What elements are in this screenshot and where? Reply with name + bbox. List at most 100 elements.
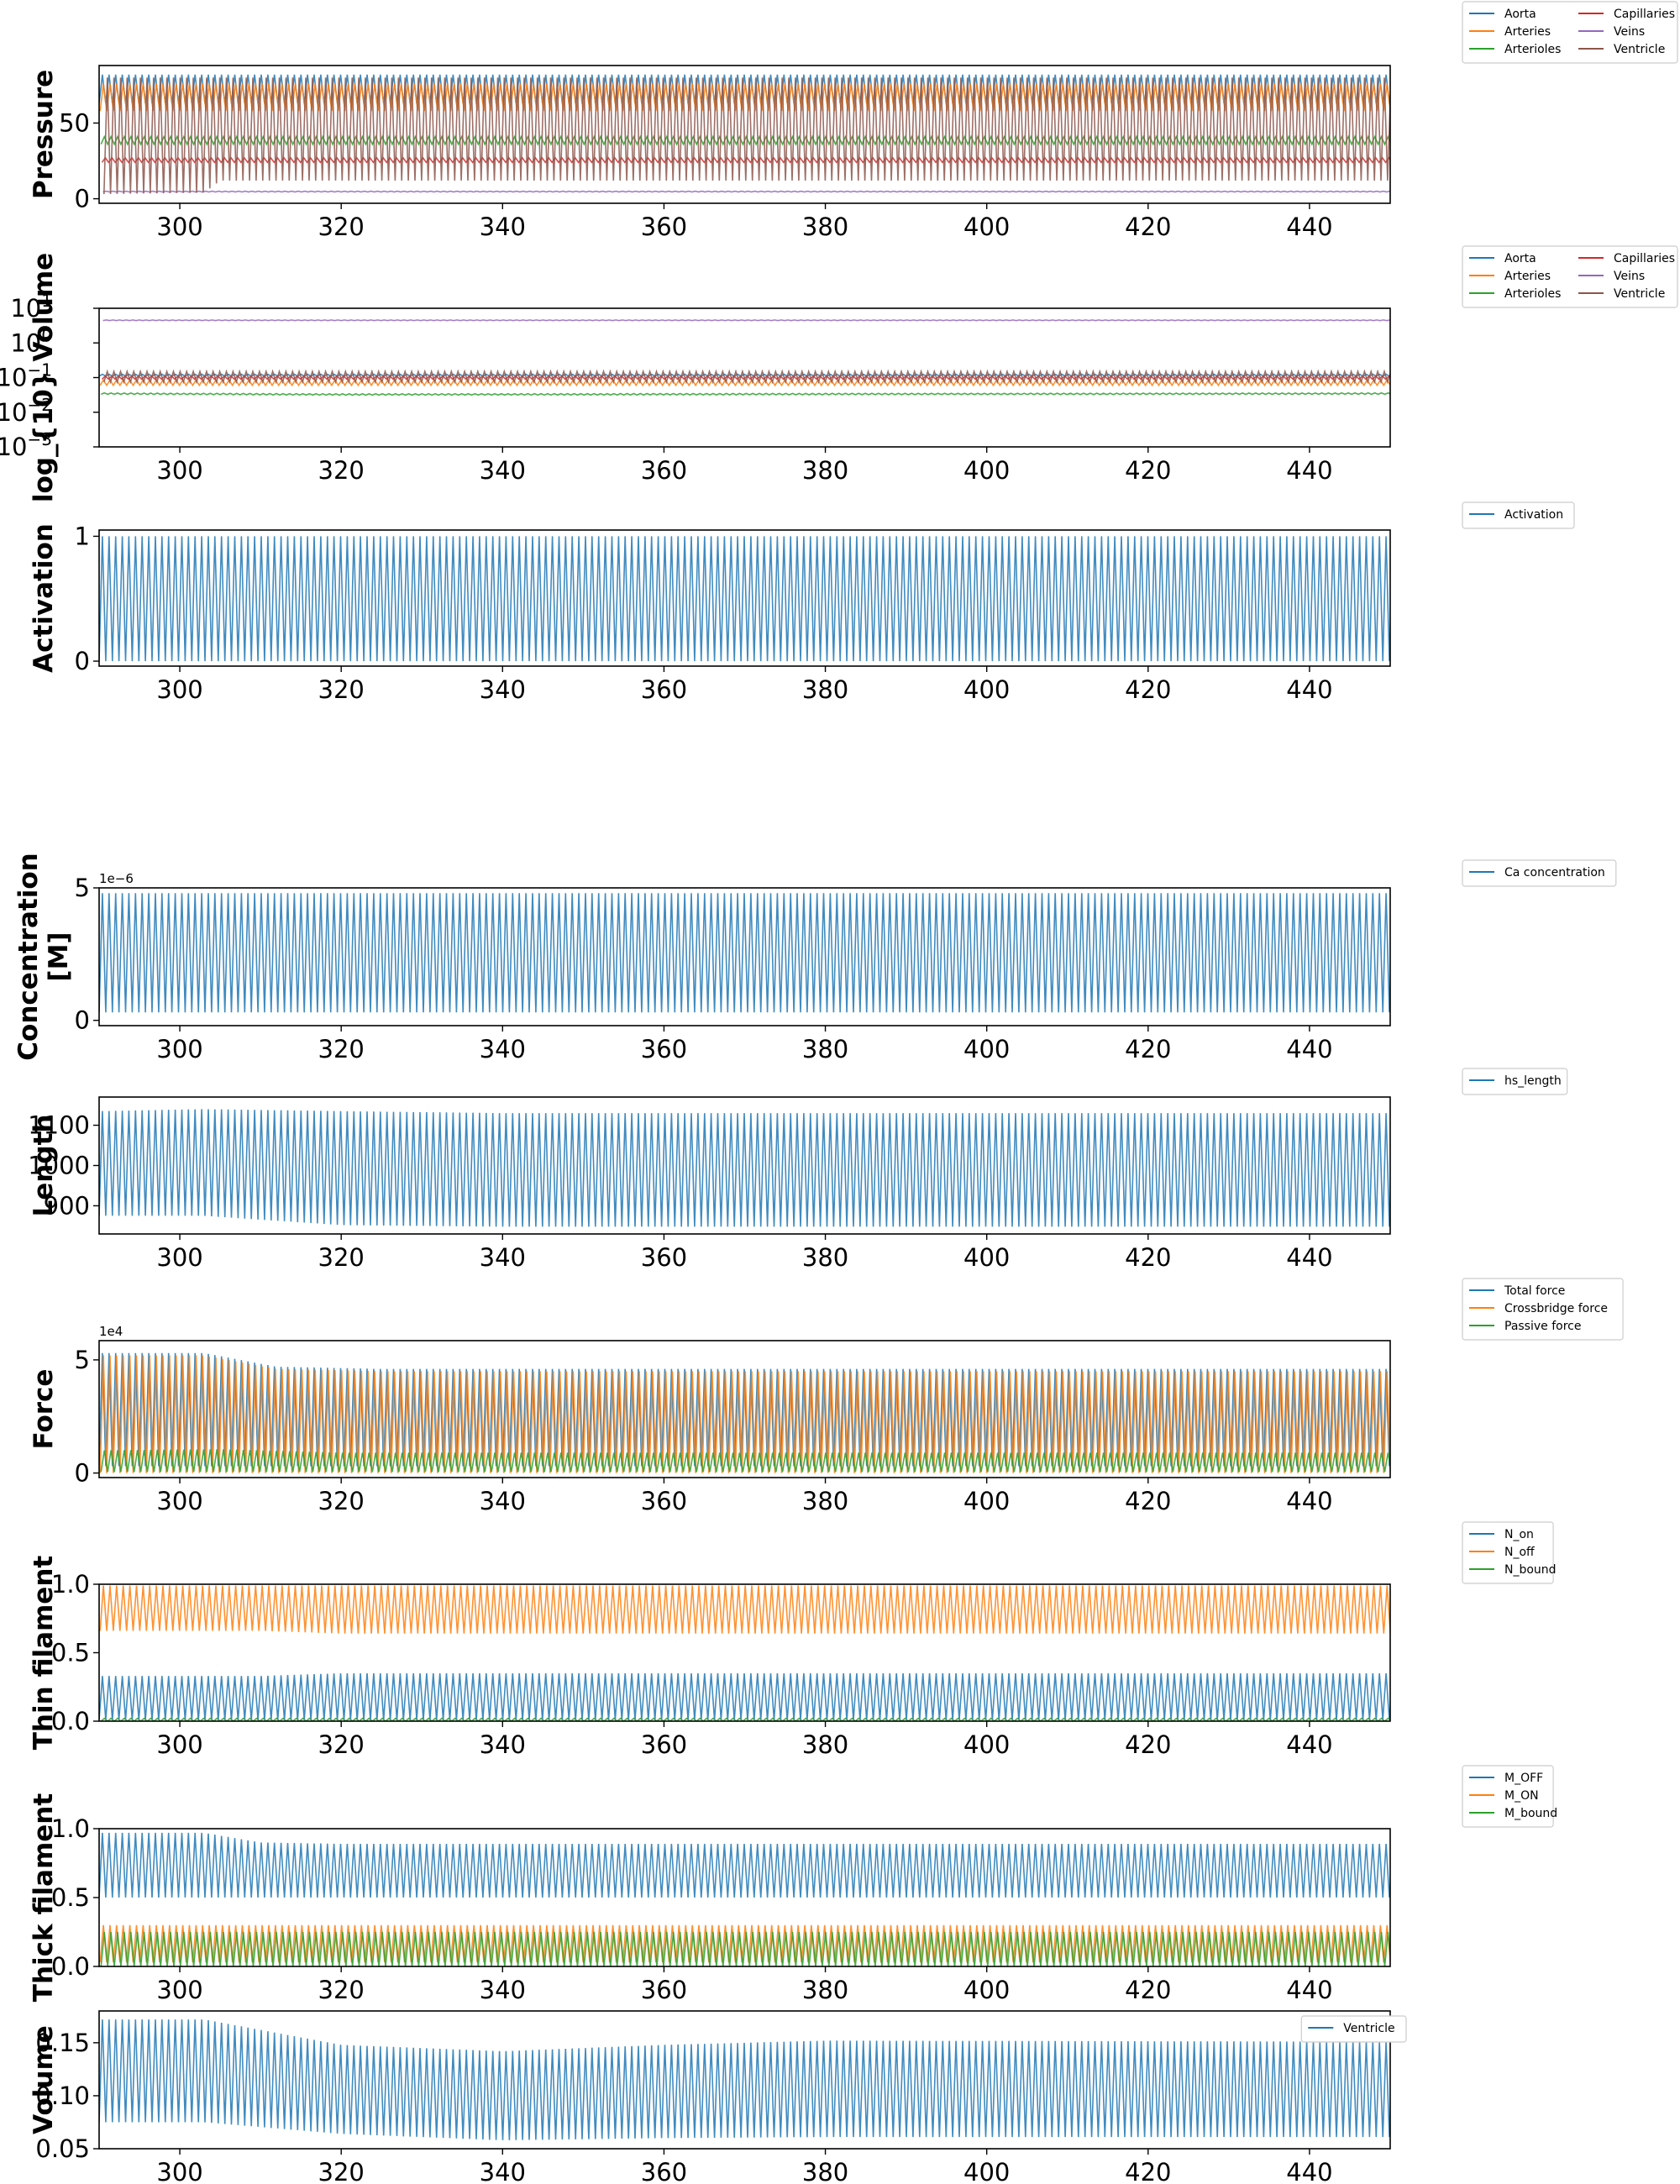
x-tick-label: 340 — [480, 1243, 526, 1272]
x-tick-label: 420 — [1125, 456, 1171, 485]
x-tick-label: 400 — [963, 1487, 1010, 1515]
y-tick-label: 900 — [44, 1191, 90, 1220]
x-tick-label: 340 — [480, 1976, 526, 2004]
series-line-veins — [102, 319, 1390, 322]
legend-box — [1462, 859, 1617, 887]
y-tick-label: 1.0 — [51, 1570, 90, 1599]
legend-box — [1462, 1278, 1624, 1341]
legend-box — [1462, 1765, 1554, 1828]
legend-entry: M_OFF — [1504, 1772, 1543, 1785]
subplot-3: 300 320 340 360 380 400 420 440 0 1 Activation Acti… — [29, 501, 1575, 704]
y-tick-label: 1100 — [28, 1111, 90, 1140]
subplot-4: 300 320 340 360 380 400 420 440 0 5 1e−6 Concentrat… — [13, 853, 1617, 1063]
x-tick-label: 440 — [1286, 675, 1332, 704]
legend: Ventricle — [1300, 2015, 1407, 2043]
x-tick-label: 320 — [318, 1976, 365, 2004]
legend-entry: Ventricle — [1343, 2022, 1394, 2035]
y-axis-label: Force — [29, 1369, 59, 1450]
legend-entry: Arteries — [1504, 25, 1551, 39]
legend-box — [1462, 501, 1575, 529]
x-tick-label: 360 — [641, 1243, 687, 1272]
series-line-ventricle — [103, 77, 1390, 195]
series-line-m-off — [99, 1832, 1390, 1898]
x-tick-label: 440 — [1286, 1730, 1332, 1759]
x-tick-label: 320 — [318, 1487, 365, 1515]
x-tick-label: 320 — [318, 675, 365, 704]
y-axis-label: Volume — [29, 2025, 59, 2134]
axes-frame — [98, 65, 1391, 204]
series-line-n-on — [99, 1672, 1390, 1720]
x-tick-label: 340 — [480, 1487, 526, 1515]
series-line-activation — [99, 536, 1390, 662]
series-line-ventricle — [99, 2019, 1390, 2140]
legend: N_on N_off N_bound — [1462, 1521, 1557, 1584]
legend-entry: Arteries — [1504, 270, 1551, 283]
x-tick-label: 420 — [1125, 1487, 1171, 1515]
legend-entry: Capillaries — [1614, 8, 1675, 21]
legend: Activation — [1462, 501, 1575, 529]
x-tick-label: 380 — [802, 2158, 848, 2184]
series-line-arterioles — [100, 391, 1390, 396]
legend-entry: M_bound — [1504, 1807, 1557, 1820]
legend-entry: Arterioles — [1504, 287, 1561, 301]
x-tick-label: 440 — [1286, 456, 1332, 485]
x-tick-label: 300 — [156, 1035, 202, 1063]
x-tick-label: 360 — [641, 1487, 687, 1515]
legend-entry: Veins — [1614, 270, 1645, 283]
axes-frame — [98, 529, 1391, 667]
subplot-9: 300 320 340 360 380 400 420 440 0.05 0.10 0.15Volu… — [29, 2010, 1407, 2184]
legend-entry: Passive force — [1504, 1320, 1581, 1333]
series-line-passive-force — [100, 1449, 1390, 1473]
x-tick-label: 320 — [318, 1035, 365, 1063]
x-tick-label: 400 — [963, 1035, 1010, 1063]
y-tick-label: 10−3 — [0, 429, 52, 461]
x-tick-label: 400 — [963, 675, 1010, 704]
series-line-hs-length — [99, 1109, 1390, 1227]
x-tick-label: 400 — [963, 213, 1010, 241]
y-tick-label: 1000 — [28, 1152, 90, 1180]
subplot-6: 300 320 340 360 380 400 420 440 0 5 1e4 Force Total … — [29, 1278, 1624, 1515]
y-tick-label: 0 — [75, 1006, 90, 1035]
y-axis-label: Activation — [29, 523, 59, 673]
y-tick-label: 50 — [59, 108, 90, 137]
x-tick-label: 360 — [641, 213, 687, 241]
series-line-n-off — [99, 1585, 1390, 1634]
x-tick-label: 320 — [318, 1243, 365, 1272]
legend-entry: N_bound — [1504, 1563, 1557, 1577]
x-tick-label: 400 — [963, 1976, 1010, 2004]
legend-box — [1462, 1068, 1568, 1095]
legend-entry: N_on — [1504, 1528, 1534, 1541]
x-tick-label: 440 — [1286, 1487, 1332, 1515]
x-tick-label: 420 — [1125, 675, 1171, 704]
y-axis-label: Pressure — [29, 70, 59, 199]
series-line-crossbridge-force — [99, 1355, 1390, 1473]
x-tick-label: 440 — [1286, 1976, 1332, 2004]
x-tick-label: 380 — [802, 1976, 848, 2004]
x-tick-label: 360 — [641, 1730, 687, 1759]
x-tick-label: 340 — [480, 1730, 526, 1759]
x-tick-label: 400 — [963, 456, 1010, 485]
x-tick-label: 400 — [963, 2158, 1010, 2184]
x-tick-label: 420 — [1125, 1243, 1171, 1272]
x-tick-label: 300 — [156, 213, 202, 241]
x-tick-label: 320 — [318, 213, 365, 241]
x-tick-label: 380 — [802, 456, 848, 485]
legend-entry: Arterioles — [1504, 43, 1561, 56]
x-tick-label: 440 — [1286, 213, 1332, 241]
legend: Aorta Arteries Arterioles Capillaries Veins V… — [1462, 245, 1678, 308]
x-tick-label: 300 — [156, 1487, 202, 1515]
axes-frame — [98, 2010, 1391, 2150]
legend: Total force Crossbridge force Passive forc… — [1462, 1278, 1624, 1341]
legend: Ca concentration — [1462, 859, 1617, 887]
x-tick-label: 380 — [802, 1035, 848, 1063]
x-tick-label: 440 — [1286, 1243, 1332, 1272]
x-tick-label: 420 — [1125, 1730, 1171, 1759]
series-line-ca-concentration — [99, 893, 1390, 1013]
legend-entry: Aorta — [1504, 8, 1536, 21]
axes-frame — [98, 1340, 1391, 1478]
legend-entry: hs_length — [1504, 1074, 1562, 1088]
y-tick-label: 10−2 — [0, 395, 52, 427]
y-tick-label: 1.0 — [51, 1814, 90, 1843]
